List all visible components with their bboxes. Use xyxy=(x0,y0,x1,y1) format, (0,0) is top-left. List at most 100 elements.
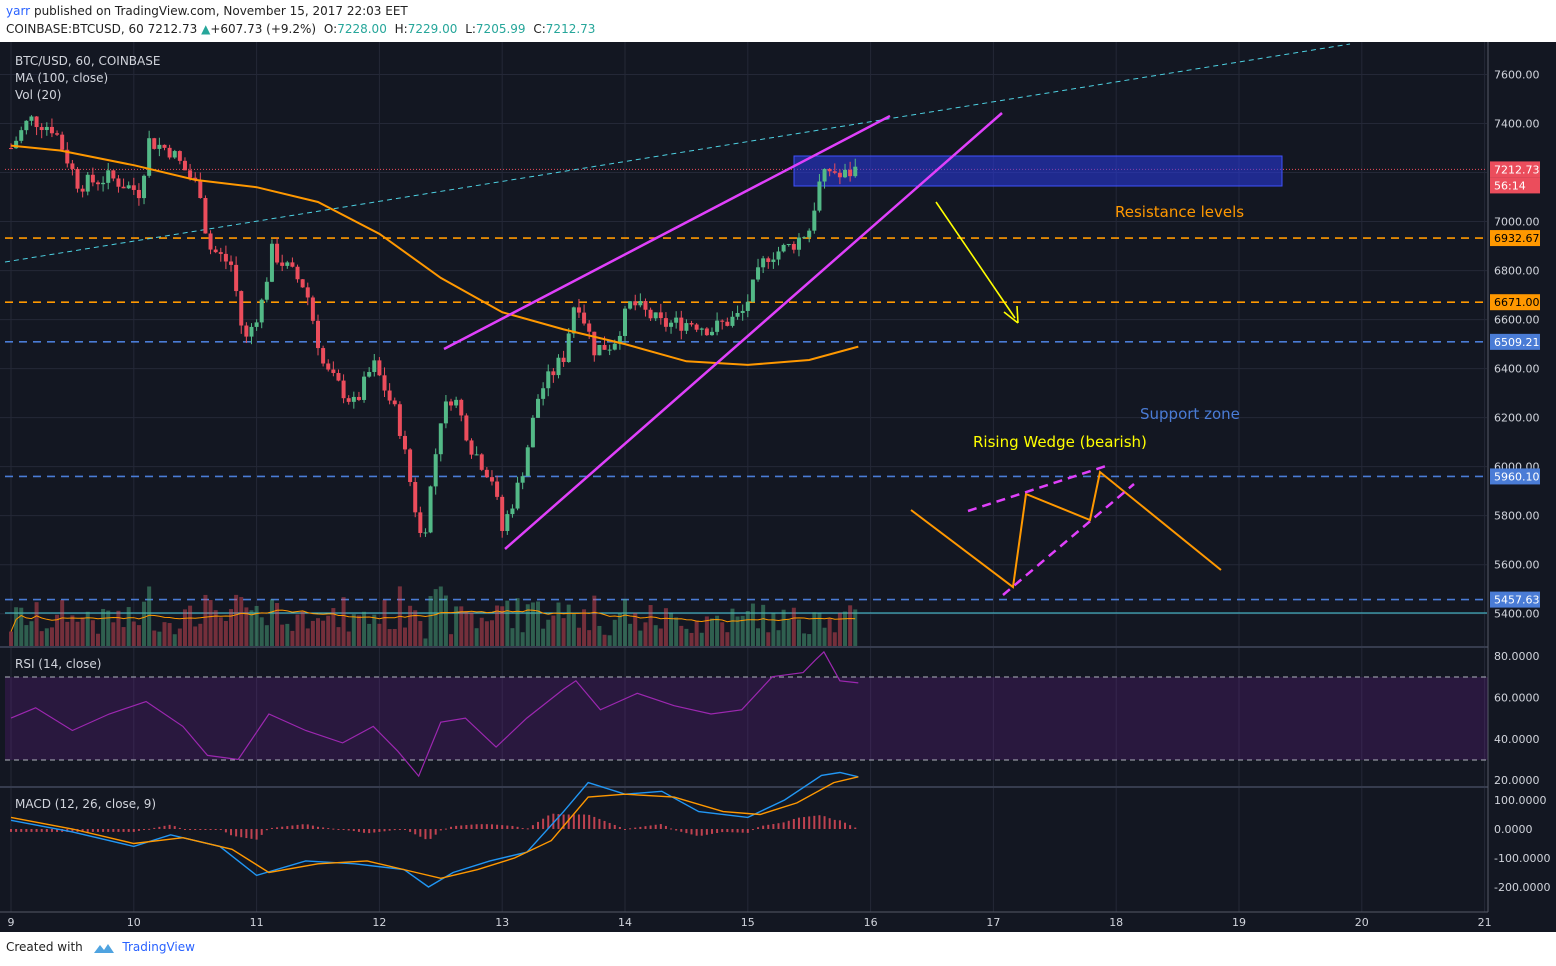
macd-histogram-bar xyxy=(838,820,841,829)
candle xyxy=(812,210,817,231)
macd-histogram-bar xyxy=(337,829,340,830)
macd-histogram-bar xyxy=(91,829,94,832)
macd-histogram-bar xyxy=(450,826,453,829)
macd-histogram-bar xyxy=(598,818,601,829)
macd-histogram-bar xyxy=(276,827,279,829)
candle xyxy=(321,348,326,364)
volume-bar xyxy=(177,628,182,647)
price-tick-label: 5800.00 xyxy=(1494,510,1540,523)
macd-histogram-bar xyxy=(127,829,130,832)
candle xyxy=(807,230,812,238)
tradingview-logo-icon xyxy=(93,943,114,953)
macd-histogram-bar xyxy=(567,814,570,829)
macd-histogram-bar xyxy=(388,829,391,831)
volume-bar xyxy=(848,605,853,647)
candle xyxy=(310,297,315,321)
volume-bar xyxy=(576,627,581,647)
cyan-trendline[interactable] xyxy=(4,43,1351,263)
bearish-arrow[interactable] xyxy=(935,201,1016,319)
candle xyxy=(356,396,361,400)
volume-bar xyxy=(9,631,13,647)
resistance-zone-box[interactable] xyxy=(793,155,1283,187)
volume-bar xyxy=(822,627,827,647)
macd-histogram-bar xyxy=(306,824,309,829)
volume-bar xyxy=(121,627,126,647)
volume-bar xyxy=(423,638,428,647)
arrowhead-icon xyxy=(1003,305,1019,324)
macd-histogram-bar xyxy=(322,827,325,829)
macd-histogram-bar xyxy=(721,829,724,833)
volume-bar xyxy=(484,621,489,647)
macd-histogram-bar xyxy=(183,829,186,830)
macd-histogram-bar xyxy=(137,829,140,831)
macd-histogram-bar xyxy=(163,825,166,829)
candle xyxy=(106,170,111,183)
candle xyxy=(172,151,177,158)
macd-histogram-bar xyxy=(178,827,181,829)
volume-bar xyxy=(781,609,786,647)
candle xyxy=(740,310,745,314)
macd-histogram-bar xyxy=(465,825,468,829)
volume-bar xyxy=(280,624,285,647)
candle xyxy=(397,404,402,436)
chart-area[interactable]: Resistance levels Support zone Rising We… xyxy=(0,42,1556,932)
macd-histogram-bar xyxy=(199,829,202,830)
macd-histogram-bar xyxy=(705,829,708,835)
volume-bar xyxy=(264,625,269,647)
macd-histogram-bar xyxy=(270,827,273,829)
candle xyxy=(720,320,725,322)
candle xyxy=(781,244,786,252)
candle xyxy=(60,134,65,150)
time-axis-ticks: 9 10 11 12 13 14 15 16 17 18 19 20 21 xyxy=(8,916,1492,929)
macd-histogram-bar xyxy=(762,825,765,829)
volume-bar xyxy=(587,630,592,647)
tradingview-link[interactable]: TradingView xyxy=(122,940,195,954)
macd-histogram-bar xyxy=(81,829,84,832)
wedge-lower-line[interactable] xyxy=(504,112,1003,550)
macd-histogram-bar xyxy=(194,829,197,830)
candle xyxy=(24,120,29,131)
candle xyxy=(653,312,658,319)
published-text: published on TradingView.com, November 1… xyxy=(33,4,408,18)
candle xyxy=(669,322,674,327)
volume-bar xyxy=(443,595,448,647)
macd-histogram-bar xyxy=(797,817,800,829)
wedge-upper-line[interactable] xyxy=(443,114,891,351)
volume-bar xyxy=(745,611,750,647)
macd-histogram-bar xyxy=(644,826,647,829)
candle xyxy=(658,312,663,319)
macd-histogram-bar xyxy=(20,829,23,832)
macd-histogram-bar xyxy=(731,829,734,833)
volume-bar xyxy=(136,625,141,647)
volume-bar xyxy=(525,604,530,647)
candle xyxy=(95,182,100,185)
time-tick-label: 17 xyxy=(986,916,1000,929)
candle xyxy=(617,335,622,344)
volume-bar xyxy=(95,633,100,647)
candle xyxy=(44,126,49,131)
ma-100-line xyxy=(10,144,859,366)
volume-bar xyxy=(515,598,520,647)
volume-bar xyxy=(704,616,709,647)
volume-bar xyxy=(372,614,377,647)
level-tag-resistance-bg xyxy=(1490,294,1540,311)
volume-bar xyxy=(14,607,19,647)
volume-bar xyxy=(556,602,561,647)
countdown-tag: 56:14 xyxy=(1494,179,1526,192)
candle xyxy=(433,454,438,487)
close-value: 7212.73 xyxy=(545,22,596,36)
candle xyxy=(776,251,781,260)
price-tick-label: 6200.00 xyxy=(1494,412,1540,425)
volume-bar xyxy=(285,623,290,647)
candle xyxy=(428,486,433,533)
candle xyxy=(269,243,274,282)
candle xyxy=(837,172,842,178)
volume-bar xyxy=(489,620,494,647)
volume-bar xyxy=(617,612,622,647)
macd-histogram-bar xyxy=(240,829,243,838)
author-link[interactable]: yarr xyxy=(6,4,31,18)
candle xyxy=(234,264,239,292)
volume-bar xyxy=(346,631,351,647)
volume-bar xyxy=(126,607,131,647)
wedge-example-path[interactable] xyxy=(910,470,1222,589)
